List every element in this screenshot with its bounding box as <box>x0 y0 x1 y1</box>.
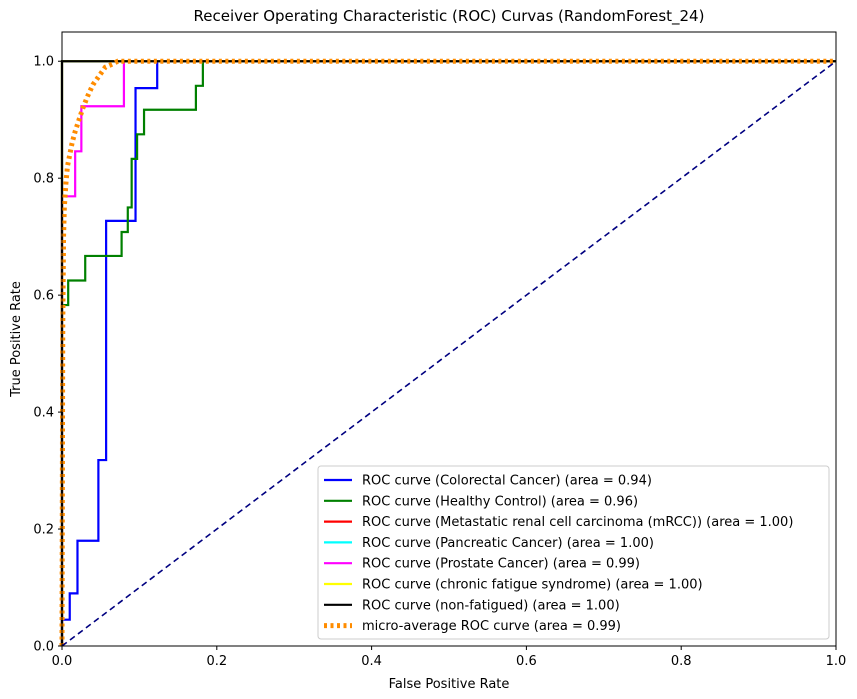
x-tick-label: 0.0 <box>52 654 73 669</box>
y-tick-label: 0.4 <box>33 406 54 421</box>
y-axis-label: True Positive Rate <box>9 281 24 398</box>
x-axis-label: False Positive Rate <box>389 677 510 692</box>
legend-label: micro-average ROC curve (area = 0.99) <box>362 619 621 634</box>
legend-label: ROC curve (Metastatic renal cell carcino… <box>362 515 793 530</box>
x-tick-label: 1.0 <box>826 654 847 669</box>
x-axis: 0.0 0.2 0.4 0.6 0.8 1.0 <box>52 646 847 669</box>
x-tick-label: 0.2 <box>206 654 227 669</box>
series-line-1 <box>60 60 836 646</box>
series-line-0 <box>60 60 836 646</box>
legend-label: ROC curve (Colorectal Cancer) (area = 0.… <box>362 474 652 489</box>
y-tick-label: 0.2 <box>33 523 54 538</box>
legend-label: ROC curve (Pancreatic Cancer) (area = 1.… <box>362 536 654 551</box>
y-axis: 0.0 0.2 0.4 0.6 0.8 1.0 <box>33 55 62 655</box>
chart-title: Receiver Operating Characteristic (ROC) … <box>194 7 705 26</box>
x-tick-label: 0.4 <box>361 654 382 669</box>
legend-label: ROC curve (chronic fatigue syndrome) (ar… <box>362 578 703 593</box>
legend-label: ROC curve (Healthy Control) (area = 0.96… <box>362 494 638 509</box>
y-tick-label: 0.6 <box>33 289 54 304</box>
reference-diagonal-line <box>61 60 837 647</box>
x-tick-label: 0.6 <box>516 654 537 669</box>
legend-frame <box>317 465 830 640</box>
y-tick-label: 0.8 <box>33 172 54 187</box>
legend-label: ROC curve (non-fatigued) (area = 1.00) <box>362 598 620 613</box>
legend-items: ROC curve (Colorectal Cancer) (area = 0.… <box>324 474 793 634</box>
y-tick-label: 0.0 <box>33 640 54 655</box>
x-tick-label: 0.8 <box>671 654 692 669</box>
legend-label: ROC curve (Prostate Cancer) (area = 0.99… <box>362 557 640 572</box>
series-line-7 <box>59 58 836 647</box>
y-tick-label: 1.0 <box>33 55 54 70</box>
legend: ROC curve (Colorectal Cancer) (area = 0.… <box>317 465 830 640</box>
plot-frame <box>61 31 837 647</box>
